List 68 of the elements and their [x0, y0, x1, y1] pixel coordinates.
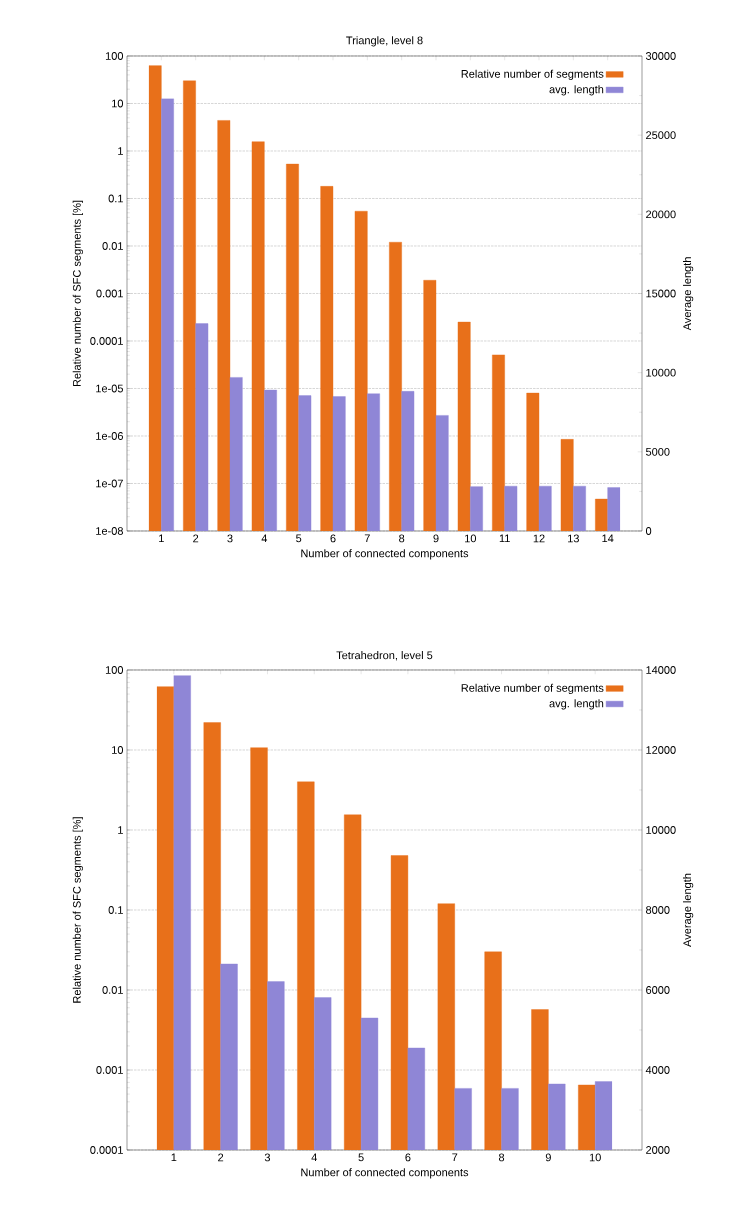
- y-tick-label: 1e-05: [96, 384, 123, 393]
- y-axis-title: Relative number of SFC segments [%]: [72, 817, 83, 1003]
- chart-title: Tetrahedron, level 5: [336, 651, 433, 661]
- y-tick-label: 1e-07: [96, 479, 123, 488]
- y-axis-title: Relative number of SFC segments [%]: [72, 200, 83, 387]
- x-tick-label: 2: [193, 534, 199, 543]
- y2-tick-label: 2000: [646, 1146, 670, 1154]
- x-tick-label: 8: [399, 534, 405, 543]
- y-tick-label: 100: [105, 666, 124, 674]
- y-tick-label: 1e-06: [96, 432, 123, 440]
- x-tick-label: 4: [261, 534, 268, 543]
- y2-tick-label: 8000: [646, 906, 670, 914]
- x-tick-label: 10: [589, 1153, 601, 1162]
- y-tick-label: 100: [105, 52, 124, 60]
- y2-tick-label: 15000: [646, 289, 676, 298]
- y2-tick-label: 14000: [646, 666, 676, 674]
- y2-tick-label: 6000: [646, 986, 670, 994]
- x-axis-title: Number of connected components: [301, 1168, 469, 1179]
- y-tick-label: 1e-08: [96, 527, 123, 535]
- x-tick-label: 3: [227, 534, 233, 543]
- legend-label: avg. length: [549, 699, 604, 710]
- y-tick-label: 0.0001: [90, 337, 123, 345]
- x-tick-label: 5: [358, 1153, 364, 1162]
- x-tick-label: 8: [498, 1153, 505, 1162]
- y2-tick-label: 10000: [646, 826, 676, 834]
- y-tick-label: 10: [112, 99, 124, 108]
- y-tick-label: 0.001: [96, 1066, 123, 1074]
- y2-tick-label: 20000: [646, 210, 676, 219]
- x-axis-title: Number of connected components: [301, 549, 469, 560]
- y-tick-label: 0.1: [108, 194, 123, 203]
- x-tick-label: 4: [311, 1153, 317, 1162]
- y2-tick-label: 4000: [645, 1066, 670, 1074]
- y2-tick-label: 30000: [645, 52, 676, 60]
- y2-tick-label: 0: [645, 527, 652, 535]
- x-tick-label: 5: [296, 534, 302, 543]
- x-tick-label: 1: [159, 534, 164, 543]
- legend-label: Relative number of segments: [461, 683, 604, 695]
- y2-axis-title: Average length: [683, 873, 694, 947]
- x-tick-label: 1: [171, 1153, 177, 1162]
- y-tick-label: 0.0001: [90, 1146, 123, 1154]
- chart-title: Triangle, level 8: [346, 36, 423, 47]
- x-tick-label: 7: [452, 1153, 458, 1162]
- y2-tick-label: 25000: [646, 131, 676, 140]
- y2-tick-label: 5000: [645, 447, 670, 456]
- y2-tick-label: 12000: [646, 746, 676, 754]
- y2-axis-title: Average length: [683, 257, 694, 331]
- y-tick-label: 0.1: [108, 906, 123, 914]
- y-tick-label: 0.01: [102, 242, 123, 250]
- x-tick-label: 11: [499, 534, 510, 543]
- x-tick-label: 6: [330, 534, 336, 543]
- y-tick-label: 0.001: [96, 289, 123, 298]
- x-tick-label: 13: [568, 534, 579, 543]
- legend-label: Relative number of segments: [461, 69, 604, 80]
- x-tick-label: 6: [405, 1153, 411, 1162]
- x-tick-label: 7: [364, 534, 370, 543]
- x-tick-label: 10: [465, 534, 477, 543]
- x-tick-label: 3: [264, 1153, 271, 1162]
- x-tick-label: 2: [218, 1153, 224, 1162]
- x-tick-label: 9: [433, 534, 439, 543]
- y-tick-label: 10: [112, 746, 124, 754]
- x-tick-label: 14: [602, 534, 614, 543]
- x-tick-label: 9: [545, 1153, 551, 1162]
- y-tick-label: 0.01: [102, 986, 123, 994]
- y2-tick-label: 10000: [646, 368, 676, 377]
- legend-label: avg. length: [549, 85, 604, 96]
- y-tick-label: 1: [118, 147, 123, 155]
- x-tick-label: 12: [533, 534, 545, 543]
- y-tick-label: 1: [118, 826, 123, 834]
